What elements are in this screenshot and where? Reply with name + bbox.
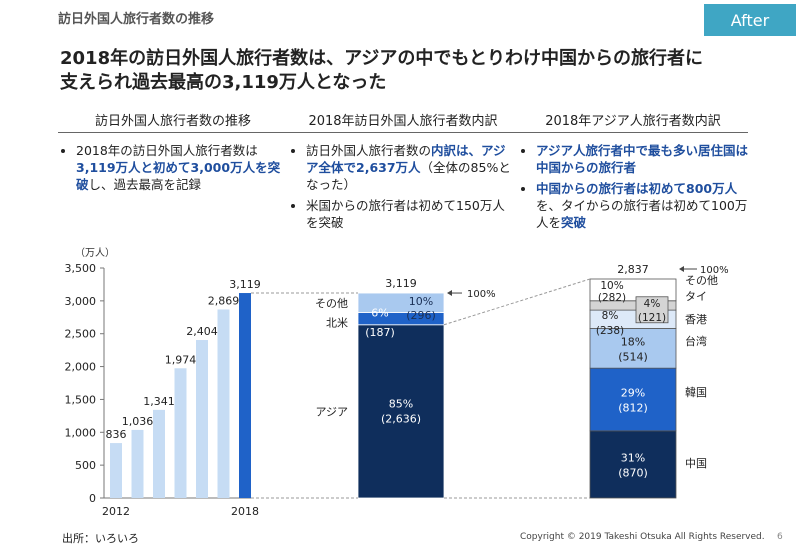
bullet-list-breakdown: 訪日外国人旅行者数の内訳は、アジア全体で2,637万人（全体の85%となった） 米…	[292, 142, 514, 235]
bullet-text: 2018年の訪日外国人旅行者数は	[76, 143, 258, 158]
stack-segment	[357, 292, 445, 313]
bar-value-label: 1,974	[165, 353, 197, 366]
segment-category: アジア	[315, 405, 348, 418]
y-tick-label: 0	[89, 492, 96, 505]
headline-line-2: 支えられ過去最高の3,119万人となった	[60, 72, 387, 93]
segment-value: (812)	[618, 402, 648, 415]
segment-value: (514)	[618, 350, 648, 363]
bar	[196, 340, 208, 498]
column-title-trend: 訪日外国人旅行者数の推移	[58, 110, 288, 133]
copyright-text: Copyright © 2019 Takeshi Otsuka All Righ…	[520, 532, 765, 542]
segment-pct: 29%	[621, 387, 645, 400]
bar	[217, 309, 230, 498]
x-tick-label: 2012	[102, 505, 130, 518]
bar	[153, 409, 165, 498]
stack-pct-label: 100%	[467, 289, 496, 300]
segment-category: その他	[315, 297, 348, 310]
page-number: 6	[777, 532, 783, 542]
bullet-text: （全体の85%となった）	[306, 160, 511, 192]
bullet-text: 米国からの旅行者は初めて150万人を突破	[306, 198, 505, 230]
segment-category: 北米	[326, 316, 348, 329]
segment-value: (296)	[406, 309, 436, 322]
bullet-item: 2018年の訪日外国人旅行者数は 3,119万人と初めて3,000万人を突破し、過…	[76, 142, 284, 193]
bullet-emphasis: 突破	[561, 215, 587, 230]
stack-segment	[589, 430, 677, 499]
bullet-emphasis: 内訳は、アジア全体で2,637万人	[306, 143, 506, 175]
x-tick-label: 2018	[231, 505, 259, 518]
segment-value: (121)	[638, 312, 666, 324]
bar	[131, 429, 144, 498]
y-tick-label: 2,500	[65, 328, 97, 341]
bullet-item: 中国からの旅行者は初めて800万人を、タイからの旅行者は初めて100万人を突破	[536, 180, 748, 231]
y-tick-label: 500	[75, 459, 96, 472]
column-title-breakdown: 2018年訪日外国人旅行者数内訳	[288, 110, 518, 133]
bar-value-label: 1,036	[122, 415, 154, 428]
segment-pct: 10%	[409, 295, 433, 308]
segment-pct: 4%	[644, 298, 661, 310]
y-tick-label: 1,500	[65, 393, 97, 406]
segment-category: 台湾	[685, 334, 707, 348]
y-tick-label: 3,500	[65, 262, 97, 275]
segment-value: (238)	[596, 325, 624, 337]
segment-pct: 10%	[600, 280, 623, 292]
stack-segment	[589, 278, 677, 302]
segment-pct: 8%	[602, 310, 619, 322]
inner-box-thailand	[635, 296, 669, 324]
stack-segment	[589, 367, 677, 432]
stack-total-label: 2,837	[617, 263, 649, 276]
bar	[174, 368, 187, 498]
bullet-item: 訪日外国人旅行者数の内訳は、アジア全体で2,637万人（全体の85%となった）	[306, 142, 514, 193]
stack-segment	[589, 328, 677, 369]
bullet-emphasis: 中国からの旅行者は初めて800万人	[536, 181, 738, 196]
bar	[110, 443, 122, 498]
bar-value-label: 2,869	[208, 294, 240, 307]
bar-value-label: 836	[106, 428, 127, 441]
y-tick-label: 2,000	[65, 361, 97, 374]
after-badge: After	[704, 4, 796, 36]
section-label: 訪日外国人旅行者数の推移	[58, 12, 215, 27]
connector-line	[443, 278, 591, 326]
bar-value-label: 3,119	[229, 278, 261, 291]
bullet-item: アジア人旅行者中で最も多い居住国は中国からの旅行者	[536, 142, 748, 176]
column-title-asia-breakdown: 2018年アジア人旅行者数内訳	[518, 110, 748, 133]
segment-pct: 85%	[389, 397, 413, 410]
segment-value: (187)	[365, 326, 395, 339]
bullet-item: 米国からの旅行者は初めて150万人を突破	[306, 197, 514, 231]
bullet-emphasis: アジア人旅行者中で最も多い居住国は中国からの旅行者	[536, 143, 749, 175]
bullet-list-trend: 2018年の訪日外国人旅行者数は 3,119万人と初めて3,000万人を突破し、過…	[62, 142, 284, 197]
y-tick-label: 3,000	[65, 295, 97, 308]
stack-total-label: 3,119	[385, 277, 417, 290]
y-axis-unit: （万人）	[75, 247, 115, 259]
segment-value: (2,636)	[381, 412, 421, 425]
segment-category: 香港	[685, 313, 707, 326]
pct-arrowhead	[679, 266, 684, 272]
source-note: 出所：いろいろ	[62, 532, 139, 545]
bar-value-label: 2,404	[186, 325, 218, 338]
bullet-text: 訪日外国人旅行者数の	[306, 143, 432, 158]
headline-line-1: 2018年の訪日外国人旅行者数は、アジアの中でもとりわけ中国からの旅行者に	[60, 48, 704, 69]
segment-value: (870)	[618, 466, 648, 479]
segment-category: 韓国	[685, 386, 707, 399]
segment-pct: 6%	[371, 306, 388, 319]
bullet-emphasis: 3,119万人と初めて3,000万人を突破	[76, 160, 281, 192]
stack-pct-label: 100%	[700, 265, 729, 276]
bullet-text: を、タイからの旅行者は初めて100万人を	[536, 198, 748, 230]
bar-value-label: 1,341	[143, 395, 175, 408]
y-tick-label: 1,000	[65, 426, 97, 439]
segment-category: その他	[685, 274, 718, 287]
pct-arrowhead	[447, 290, 452, 297]
segment-category: 中国	[685, 457, 707, 470]
segment-value: (282)	[598, 292, 626, 304]
stack-segment	[357, 324, 445, 499]
bullet-text: し、過去最高を記録	[88, 177, 202, 192]
segment-pct: 31%	[621, 451, 645, 464]
segment-pct: 18%	[621, 335, 645, 348]
bar	[239, 293, 251, 498]
segment-category: タイ	[685, 290, 707, 303]
bullet-list-asia-breakdown: アジア人旅行者中で最も多い居住国は中国からの旅行者中国からの旅行者は初めて800…	[522, 142, 748, 235]
